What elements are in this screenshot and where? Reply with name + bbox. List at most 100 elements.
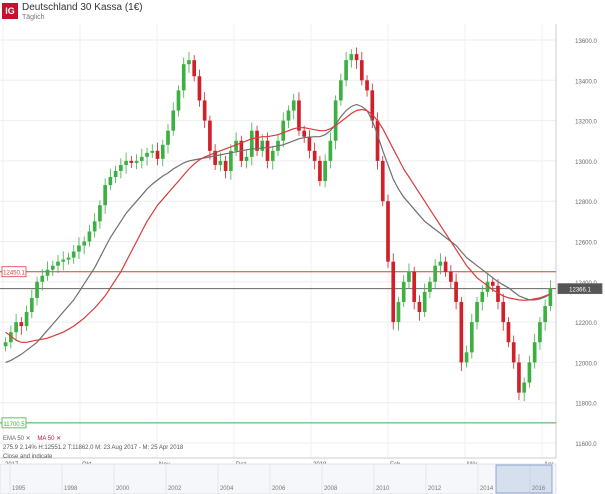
ohlc-readout: 275.9 2.14% H:12551.2 T:11862.0 M: 23 Au…	[3, 445, 184, 451]
candle-body	[176, 90, 181, 111]
candle-body	[490, 281, 495, 286]
candle-body	[260, 140, 265, 151]
candle-body	[87, 231, 92, 242]
candle-body	[359, 60, 364, 81]
candle-body	[77, 245, 81, 252]
candle-body	[145, 152, 149, 157]
current-label: 12366.1	[569, 288, 591, 294]
navigator-label: 2006	[272, 486, 286, 492]
candle-body	[469, 322, 474, 353]
navigator-window	[495, 464, 553, 494]
candle-body	[171, 110, 176, 131]
candle-body	[464, 352, 469, 363]
navigator-label: 1995	[12, 486, 26, 492]
candle-body	[71, 251, 76, 258]
candle-body	[365, 80, 369, 91]
candle-body	[66, 257, 71, 260]
candle-body	[202, 100, 207, 121]
candle-body	[543, 305, 547, 323]
candle-body	[208, 120, 212, 151]
ema-legend-item[interactable]: EMA 50 ✕	[3, 436, 31, 442]
legend-hint: Close and indicate	[3, 454, 53, 460]
navigator	[0, 463, 557, 494]
ema50-line	[5, 103, 551, 363]
indicator-legend: EMA 50 ✕ MA 50 ✕ 275.9 2.14% H:12551.2 T…	[3, 435, 183, 462]
y-tick-label: 13000.0	[575, 160, 597, 166]
candle-body	[412, 271, 417, 302]
candle-body	[19, 322, 24, 327]
candle-body	[396, 301, 401, 323]
candle-body	[160, 144, 165, 159]
y-tick-label: 13400.0	[575, 79, 597, 85]
navigator-label: 2008	[324, 486, 338, 492]
candle-body	[318, 160, 322, 182]
y-tick-label: 12800.0	[575, 200, 597, 206]
candle-body	[98, 205, 102, 222]
candle-body	[391, 261, 396, 323]
candle-body	[522, 382, 527, 393]
candle-body	[187, 60, 191, 65]
candle-body	[29, 297, 34, 313]
ma50-line	[5, 108, 551, 343]
candle-body	[270, 150, 275, 161]
candle-body	[538, 322, 542, 343]
current-label-box	[557, 283, 603, 295]
candle-body	[103, 185, 107, 206]
candle-body	[40, 275, 45, 282]
chart-header: IG Deutschland 30 Kassa (1€) Täglich	[0, 0, 240, 24]
candle-body	[281, 120, 286, 141]
candle-body	[181, 64, 186, 91]
candle-body	[286, 110, 291, 121]
candle-body	[407, 271, 411, 282]
navigator-label: 1998	[64, 486, 78, 492]
candle-body	[45, 269, 50, 276]
candle-body	[548, 288, 553, 306]
support-label: 11700.5	[3, 422, 25, 428]
support-label-box	[1, 417, 27, 429]
candle-body	[506, 322, 511, 343]
candle-body	[139, 156, 144, 161]
candle-body	[438, 261, 443, 266]
candle-body	[333, 100, 338, 141]
candle-body	[35, 281, 39, 298]
candle-body	[134, 160, 139, 163]
candle-body	[422, 291, 427, 313]
candle-body	[454, 281, 458, 302]
candle-body	[428, 281, 432, 292]
candle-body	[532, 342, 537, 363]
candle-body	[433, 265, 437, 282]
candle-body	[349, 54, 354, 61]
instrument-title[interactable]: Deutschland 30 Kassa (1€)	[22, 2, 143, 13]
candle-body	[386, 201, 390, 262]
ig-logo: IG	[2, 3, 18, 19]
candle-body	[124, 160, 128, 165]
candle-body	[113, 170, 118, 178]
candle-body	[501, 301, 506, 323]
candle-body	[459, 301, 464, 363]
candle-body	[291, 100, 296, 111]
candle-body	[380, 160, 385, 202]
candle-body	[339, 80, 343, 101]
ma-legend-item[interactable]: MA 50 ✕	[37, 436, 62, 442]
candle-body	[218, 160, 223, 165]
timeframe-label[interactable]: Täglich	[22, 14, 45, 21]
candle-body	[223, 160, 228, 171]
candle-body	[401, 281, 406, 302]
candle-body	[265, 140, 270, 161]
candle-body	[449, 271, 453, 282]
candle-body	[119, 164, 123, 171]
candle-body	[375, 120, 380, 161]
resistance-label-box	[1, 266, 27, 278]
navigator-label: 2000	[116, 486, 130, 492]
candle-body	[229, 150, 233, 171]
candle-body	[517, 362, 521, 393]
candle-body	[443, 261, 448, 272]
candle-body	[511, 342, 516, 363]
navigator-label: 2010	[376, 486, 390, 492]
candle-body	[108, 177, 113, 186]
navigator-label: 2012	[428, 486, 442, 492]
candle-body	[527, 362, 532, 383]
candle-body	[496, 285, 500, 302]
candle-body	[312, 150, 317, 161]
